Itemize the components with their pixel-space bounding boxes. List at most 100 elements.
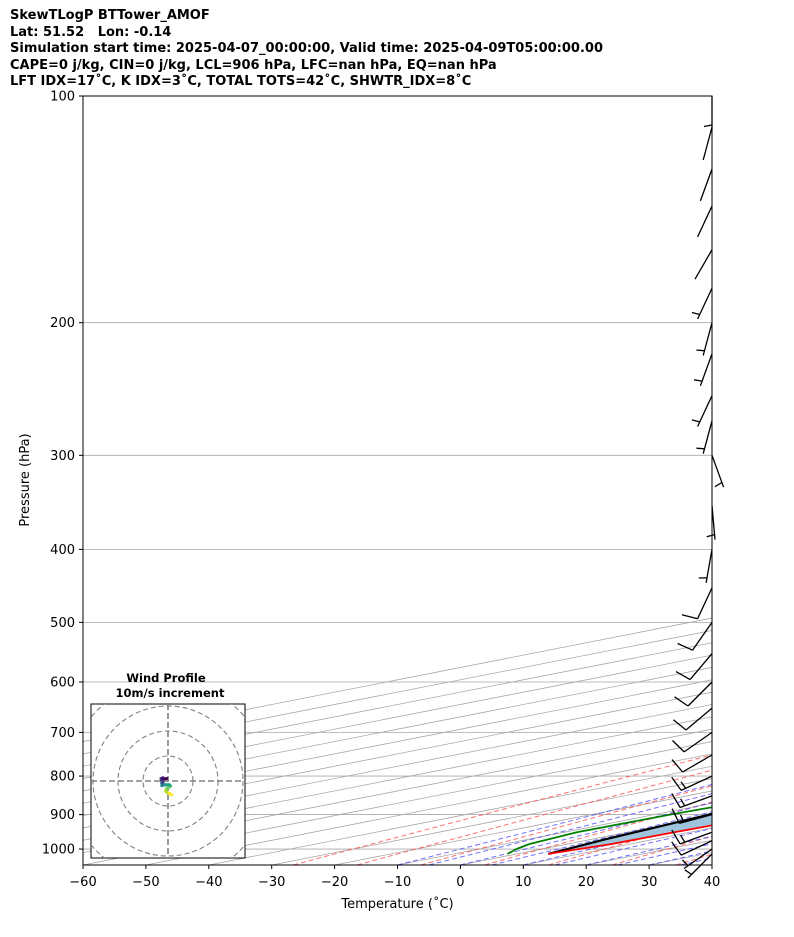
wind-barb-staff bbox=[711, 505, 716, 540]
isotherm bbox=[83, 679, 712, 804]
wind-barb-staff bbox=[697, 395, 713, 427]
isotherm bbox=[334, 790, 712, 865]
isotherm bbox=[271, 778, 712, 865]
cape-area bbox=[548, 813, 712, 854]
wind-barb-staff bbox=[697, 287, 713, 320]
chart-title: SkewTLogP BTTower_AMOF bbox=[10, 8, 210, 23]
temperature-line bbox=[548, 824, 712, 855]
wind-barb-flag bbox=[671, 776, 682, 791]
moist-adiabat bbox=[711, 864, 712, 865]
wind-barb bbox=[693, 353, 713, 387]
location-line: Lat: 51.52 Lon: -0.14 bbox=[10, 24, 172, 40]
hodograph-inner bbox=[91, 704, 245, 858]
wind-barb-half-flag bbox=[680, 798, 686, 807]
wind-barb bbox=[671, 754, 713, 773]
wind-barb bbox=[703, 96, 713, 130]
y-tick-label-600: 600 bbox=[50, 675, 75, 690]
wind-barb bbox=[675, 653, 713, 681]
isotherm bbox=[83, 654, 712, 779]
wind-barb bbox=[671, 808, 713, 825]
wind-barb-staff bbox=[697, 587, 713, 619]
wind-barb-half-flag bbox=[696, 349, 705, 352]
wind-barb-half-flag bbox=[681, 859, 689, 867]
moist-adiabat bbox=[397, 783, 712, 865]
wind-barb-staff bbox=[680, 775, 713, 791]
wind-barb bbox=[681, 848, 713, 870]
moist-adiabat bbox=[617, 843, 712, 865]
cape-cin-fill bbox=[548, 813, 712, 854]
wind-barb bbox=[672, 731, 713, 753]
wind-barb bbox=[694, 249, 713, 280]
wind-barb-staff bbox=[699, 168, 713, 202]
wind-barb-staff bbox=[694, 249, 713, 280]
moist-adiabat bbox=[460, 802, 712, 865]
wind-barb bbox=[677, 621, 713, 651]
wind-barb-staff bbox=[682, 754, 713, 773]
wind-barb-flag bbox=[672, 740, 685, 753]
moist-adiabat bbox=[491, 811, 712, 865]
parcel-profile-line bbox=[548, 812, 712, 855]
indices-line-2: LFT IDX=17˚C, K IDX=3˚C, TOTAL TOTS=42˚C… bbox=[10, 74, 472, 89]
wind-barbs bbox=[671, 96, 725, 879]
wind-barb-half-flag bbox=[680, 781, 687, 789]
x-tick-label-4: −20 bbox=[321, 875, 348, 890]
profiles bbox=[507, 806, 712, 855]
wind-barb bbox=[681, 587, 713, 620]
y-tick-label-800: 800 bbox=[50, 770, 75, 785]
wind-barb bbox=[706, 505, 716, 540]
wind-barb-half-flag bbox=[691, 311, 700, 316]
wind-barb-flag bbox=[675, 671, 691, 681]
time-line: Simulation start time: 2025-04-07_00:00:… bbox=[10, 41, 603, 56]
isotherm bbox=[83, 704, 712, 829]
wind-barb-flag bbox=[671, 759, 684, 773]
wind-barb-flag bbox=[671, 808, 680, 824]
wind-barb bbox=[696, 420, 713, 454]
wind-barb bbox=[702, 127, 713, 161]
wind-barb-half-flag bbox=[714, 481, 723, 488]
isotherm bbox=[397, 802, 712, 865]
moist-adiabat bbox=[586, 835, 712, 865]
indices-line-1: CAPE=0 j/kg, CIN=0 j/kg, LCL=906 hPa, LF… bbox=[10, 57, 497, 73]
wind-barb-staff bbox=[689, 653, 713, 681]
wind-barb-half-flag bbox=[703, 124, 713, 128]
wind-barb bbox=[671, 829, 713, 845]
moist-adiabat bbox=[554, 827, 712, 865]
wind-barb-flag bbox=[677, 642, 693, 651]
hodograph-segment bbox=[162, 777, 169, 781]
wind-barb-staff bbox=[702, 420, 713, 454]
wind-barb-staff bbox=[679, 813, 713, 825]
isotherm bbox=[208, 765, 712, 865]
isotherm bbox=[83, 716, 712, 841]
x-tick-label-5: −10 bbox=[384, 875, 411, 890]
y-tick-label-700: 700 bbox=[50, 726, 75, 741]
x-tick-label-8: 20 bbox=[578, 875, 595, 890]
wind-barb-staff bbox=[683, 848, 713, 870]
y-tick-label-1000: 1000 bbox=[42, 843, 75, 858]
hodograph-title: Wind Profile bbox=[126, 671, 206, 685]
wind-barb bbox=[684, 853, 713, 879]
wind-barb bbox=[711, 455, 725, 488]
wind-barb-staff bbox=[702, 322, 713, 356]
wind-barb bbox=[671, 775, 713, 791]
wind-barb-half-flag bbox=[679, 814, 685, 823]
x-tick-label-6: 0 bbox=[456, 875, 464, 890]
dry-adiabat bbox=[420, 785, 712, 865]
chart-header: SkewTLogP BTTower_AMOF Lat: 51.52 Lon: -… bbox=[10, 8, 603, 91]
wind-barb bbox=[699, 168, 713, 202]
wind-barb-staff bbox=[705, 549, 713, 584]
x-tick-label-9: 30 bbox=[641, 875, 658, 890]
wind-barb bbox=[691, 395, 713, 427]
wind-barb bbox=[672, 707, 713, 731]
wind-barb-flag bbox=[674, 696, 689, 707]
wind-barb-staff bbox=[680, 840, 713, 856]
wind-barb-staff bbox=[679, 831, 713, 845]
wind-barb bbox=[691, 287, 713, 320]
wind-barb-flag bbox=[671, 793, 681, 808]
y-tick-label-500: 500 bbox=[50, 616, 75, 631]
x-tick-label-3: −30 bbox=[258, 875, 285, 890]
wind-barb-half-flag bbox=[696, 447, 705, 450]
wind-barb-staff bbox=[702, 127, 713, 161]
wind-barb-staff bbox=[687, 853, 713, 879]
wind-barb-half-flag bbox=[691, 419, 700, 423]
